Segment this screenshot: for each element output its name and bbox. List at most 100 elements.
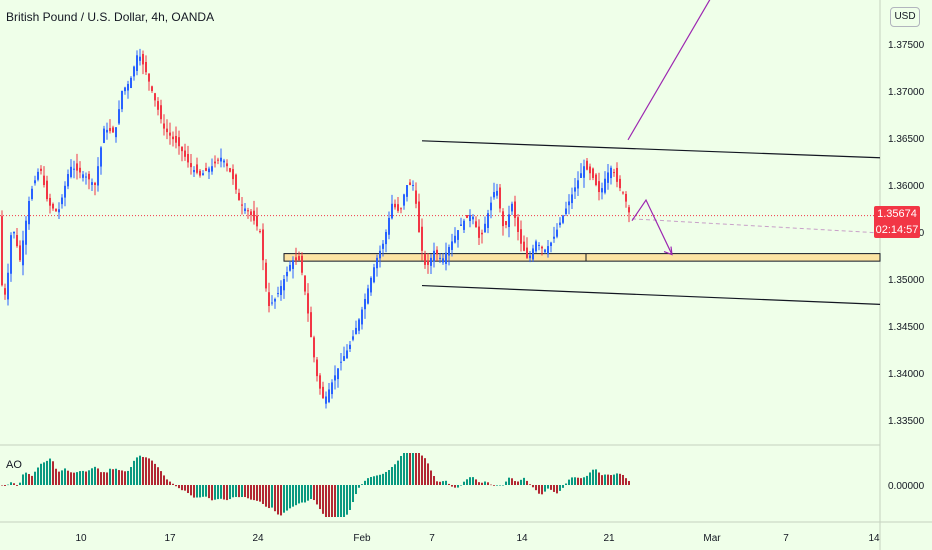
candle-bearish xyxy=(541,246,543,249)
candle-bullish xyxy=(61,197,63,205)
candle-bearish xyxy=(154,93,156,101)
ao-bar xyxy=(373,476,375,485)
candle-bullish xyxy=(283,279,285,291)
candle-bearish xyxy=(400,208,402,210)
candle-bullish xyxy=(607,172,609,183)
chart-title: British Pound / U.S. Dollar, 4h, OANDA xyxy=(6,10,215,24)
candle-bearish xyxy=(475,221,477,228)
candle-bearish xyxy=(55,209,57,212)
ao-bar xyxy=(379,474,381,485)
ao-bar xyxy=(604,474,606,485)
ao-bar xyxy=(436,481,438,485)
last-price-badge: 1.35674 02:14:57 xyxy=(874,206,920,238)
candle-bearish xyxy=(592,168,594,178)
time-tick-label: 10 xyxy=(75,533,87,544)
candle-bullish xyxy=(439,257,441,259)
ao-bar xyxy=(199,485,201,498)
ao-bar xyxy=(382,473,384,485)
ao-bar xyxy=(409,453,411,485)
ao-bar xyxy=(1,485,3,486)
candle-bullish xyxy=(133,66,135,77)
price-tick-label: 1.37000 xyxy=(888,87,925,98)
price-tick-label: 1.33500 xyxy=(888,416,925,427)
candle-bearish xyxy=(481,232,483,235)
ao-bar xyxy=(472,477,474,485)
candle-bullish xyxy=(511,203,513,212)
ao-bar xyxy=(610,475,612,485)
candle-bullish xyxy=(127,83,129,91)
ao-bar xyxy=(61,470,63,485)
ao-bar xyxy=(319,485,321,510)
candle-bullish xyxy=(445,252,447,264)
ao-bar xyxy=(580,478,582,485)
candle-bearish xyxy=(589,166,591,174)
ao-bar xyxy=(181,485,183,491)
candle-bearish xyxy=(157,101,159,110)
ao-bar xyxy=(532,485,534,488)
ao-bar xyxy=(271,485,273,508)
candle-bullish xyxy=(430,257,432,266)
candle-bullish xyxy=(34,180,36,184)
candle-bearish xyxy=(298,256,300,261)
ao-bar xyxy=(454,485,456,488)
ao-bar xyxy=(385,471,387,485)
candle-bullish xyxy=(358,319,360,331)
ao-histogram xyxy=(1,453,630,517)
candle-bullish xyxy=(376,257,378,269)
ao-bar xyxy=(490,484,492,486)
candle-bullish xyxy=(508,214,510,228)
ao-bar xyxy=(625,478,627,485)
candle-bearish xyxy=(94,182,96,185)
ao-bar xyxy=(535,485,537,491)
ao-bar xyxy=(307,485,309,501)
ao-bar xyxy=(34,471,36,485)
ao-bar xyxy=(499,485,501,486)
currency-button[interactable]: USD xyxy=(890,7,920,27)
ao-bar xyxy=(274,485,276,512)
time-tick-label: 14 xyxy=(868,533,880,544)
ao-bar xyxy=(367,478,369,485)
ao-bar xyxy=(394,464,396,485)
ao-bar xyxy=(412,453,414,485)
candle-bearish xyxy=(424,253,426,265)
candle-bearish xyxy=(49,197,51,206)
ao-bar xyxy=(520,479,522,485)
ao-bar xyxy=(73,472,75,485)
channel-upper-line xyxy=(421,140,881,159)
ao-bar xyxy=(592,469,594,485)
ao-bar xyxy=(115,468,117,485)
ao-bar xyxy=(184,485,186,491)
candle-bullish xyxy=(487,213,489,228)
ao-bar xyxy=(247,485,249,499)
candle-bearish xyxy=(256,215,258,227)
ao-bar xyxy=(214,485,216,500)
candle-bullish xyxy=(208,168,210,173)
candle-bearish xyxy=(427,260,429,265)
candle-bullish xyxy=(571,194,573,204)
candle-bullish xyxy=(535,241,537,252)
price-tick-label: 1.36500 xyxy=(888,134,925,145)
candle-bullish xyxy=(22,240,24,266)
ao-bar xyxy=(175,485,177,487)
candle-bullish xyxy=(460,224,462,226)
ao-bar xyxy=(55,468,57,485)
candle-bearish xyxy=(175,135,177,143)
ao-bar xyxy=(463,481,465,485)
candle-bullish xyxy=(58,209,60,213)
ao-bar xyxy=(43,462,45,485)
ao-bar xyxy=(58,471,60,485)
candle-bullish xyxy=(274,298,276,302)
ao-bar xyxy=(97,468,99,485)
candle-bullish xyxy=(97,166,99,186)
candle-bullish xyxy=(244,208,246,211)
ao-bar xyxy=(157,467,159,485)
candle-bearish xyxy=(151,86,153,91)
candle-bullish xyxy=(202,173,204,176)
price-tick-label: 1.36000 xyxy=(888,181,925,192)
indicator-label: AO xyxy=(6,459,22,471)
ao-bar xyxy=(466,479,468,485)
candle-bearish xyxy=(142,53,144,65)
candle-bearish xyxy=(613,172,615,174)
